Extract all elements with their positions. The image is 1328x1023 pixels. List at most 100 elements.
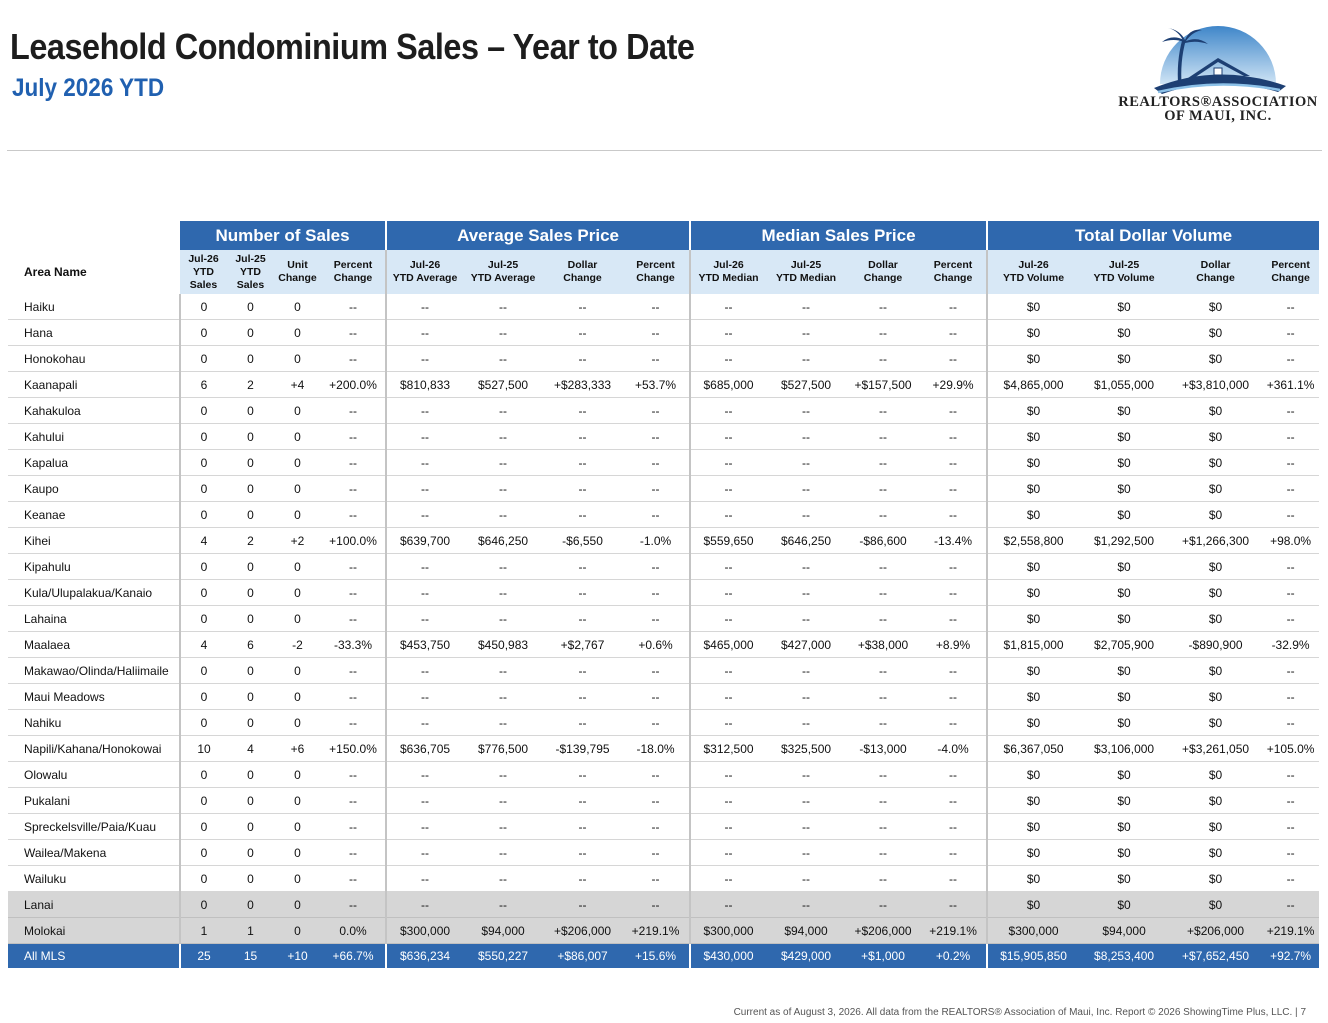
column-header-line: YTD bbox=[240, 265, 261, 278]
table-cell: -- bbox=[321, 553, 388, 580]
table-cell: 0 bbox=[227, 657, 274, 684]
header-divider bbox=[7, 150, 1322, 151]
column-header: Percent Change bbox=[1262, 250, 1320, 294]
table-cell: -- bbox=[920, 839, 989, 866]
table-cell: +$3,810,000 bbox=[1169, 371, 1263, 398]
table-cell: -- bbox=[920, 449, 989, 476]
table-cell: 0 bbox=[274, 319, 321, 346]
area-name-cell: Kaupo bbox=[8, 475, 181, 502]
table-cell: -- bbox=[321, 813, 388, 840]
area-name-cell: Lanai bbox=[8, 891, 181, 918]
table-cell: $8,253,400 bbox=[1079, 943, 1170, 968]
table-cell: -- bbox=[920, 683, 989, 710]
table-cell: $550,227 bbox=[463, 943, 544, 968]
table-cell: 15 bbox=[227, 943, 274, 968]
column-header-line: Dollar bbox=[567, 259, 598, 271]
table-cell: -- bbox=[1262, 319, 1320, 346]
table-cell: -- bbox=[622, 475, 692, 502]
table-cell: $325,500 bbox=[766, 735, 847, 762]
table-cell: 0 bbox=[227, 319, 274, 346]
table-cell: -$6,550 bbox=[543, 527, 623, 554]
table-cell: -- bbox=[690, 345, 767, 372]
table-cell: -- bbox=[622, 891, 692, 918]
group-total-dollar-volume: Total Dollar Volume bbox=[987, 221, 1320, 250]
table-cell: -- bbox=[622, 813, 692, 840]
table-cell: -- bbox=[846, 501, 921, 528]
table-cell: -- bbox=[321, 683, 388, 710]
table-cell: +$86,007 bbox=[543, 943, 623, 968]
table-cell: $0 bbox=[987, 605, 1080, 632]
logo-text-line2: OF MAUI, INC. bbox=[1164, 108, 1272, 124]
table-cell: 0 bbox=[180, 553, 227, 580]
page-title: Leasehold Condominium Sales – Year to Da… bbox=[10, 26, 695, 67]
table-cell: -- bbox=[920, 891, 989, 918]
table-cell: +361.1% bbox=[1262, 371, 1320, 398]
area-name-cell: Olowalu bbox=[8, 761, 181, 788]
table-row: Makawao/Olinda/Haliimaile 0 0 0 -- -- -- -- -- --… bbox=[8, 657, 1320, 684]
table-cell: -- bbox=[321, 294, 388, 320]
table-row: All MLS 25 15 +10 +66.7% $636,234 $550,227 +$86… bbox=[8, 943, 1320, 968]
column-header-line: Unit bbox=[287, 259, 308, 271]
table-cell: -- bbox=[920, 813, 989, 840]
table-cell: -- bbox=[622, 501, 692, 528]
table-cell: -- bbox=[543, 553, 623, 580]
table-cell: 0 bbox=[227, 449, 274, 476]
column-header-line: Change bbox=[278, 272, 317, 284]
table-cell: -- bbox=[690, 891, 767, 918]
table-cell: -- bbox=[690, 501, 767, 528]
table-cell: -- bbox=[622, 761, 692, 788]
table-cell: $0 bbox=[987, 891, 1080, 918]
table-row: Lahaina 0 0 0 -- -- -- -- -- -- -- -- -- $0 $0 $0 -- bbox=[8, 605, 1320, 632]
column-header: Unit Change bbox=[274, 250, 321, 294]
table-row: Kahului 0 0 0 -- -- -- -- -- -- -- -- -- $0 $0 $0 -- bbox=[8, 423, 1320, 450]
table-cell: 0 bbox=[180, 709, 227, 736]
table-cell: -- bbox=[386, 891, 464, 918]
table-cell: $0 bbox=[1169, 709, 1263, 736]
table-cell: 0 bbox=[227, 761, 274, 788]
table-cell: -- bbox=[386, 449, 464, 476]
area-name-cell: Wailuku bbox=[8, 865, 181, 892]
table-cell: $0 bbox=[987, 449, 1080, 476]
column-header: Dollar Change bbox=[846, 250, 921, 294]
table-cell: -- bbox=[622, 423, 692, 450]
table-cell: 0 bbox=[227, 891, 274, 918]
column-header-line: Change bbox=[636, 272, 675, 284]
table-cell: -- bbox=[690, 553, 767, 580]
table-cell: 0 bbox=[180, 345, 227, 372]
table-cell: 0 bbox=[180, 475, 227, 502]
column-header-line: YTD Volume bbox=[1093, 272, 1155, 284]
table-cell: $0 bbox=[1169, 579, 1263, 606]
table-cell: -- bbox=[846, 319, 921, 346]
table-cell: $300,000 bbox=[386, 917, 464, 944]
table-cell: -- bbox=[543, 345, 623, 372]
table-cell: -- bbox=[543, 397, 623, 424]
table-cell: 0 bbox=[227, 787, 274, 814]
table-cell: -- bbox=[766, 345, 847, 372]
table-cell: $0 bbox=[1169, 683, 1263, 710]
table-cell: $559,650 bbox=[690, 527, 767, 554]
table-cell: -- bbox=[543, 579, 623, 606]
table-cell: -- bbox=[1262, 865, 1320, 892]
table-cell: $0 bbox=[1079, 501, 1170, 528]
table-cell: 0.0% bbox=[321, 917, 388, 944]
table-cell: -- bbox=[321, 709, 388, 736]
table-cell: +0.6% bbox=[622, 631, 692, 658]
table-cell: +15.6% bbox=[622, 943, 692, 968]
column-header-line: Change bbox=[333, 272, 373, 284]
table-cell: -- bbox=[386, 709, 464, 736]
area-name-cell: Kapalua bbox=[8, 449, 181, 476]
table-row: Nahiku 0 0 0 -- -- -- -- -- -- -- -- -- $0 $0 $0 -- bbox=[8, 709, 1320, 736]
table-cell: -- bbox=[920, 709, 989, 736]
table-cell: +$38,000 bbox=[846, 631, 921, 658]
table-cell: 0 bbox=[274, 501, 321, 528]
table-cell: -- bbox=[321, 865, 388, 892]
table-cell: 0 bbox=[180, 657, 227, 684]
table-cell: $4,865,000 bbox=[987, 371, 1080, 398]
area-name-cell: Pukalani bbox=[8, 787, 181, 814]
table-cell: $0 bbox=[987, 397, 1080, 424]
table-cell: -- bbox=[920, 605, 989, 632]
table-row: Wailuku 0 0 0 -- -- -- -- -- -- -- -- -- $0 $0 $0 -- bbox=[8, 865, 1320, 892]
group-average-sales-price: Average Sales Price bbox=[386, 221, 692, 250]
table-cell: 0 bbox=[180, 891, 227, 918]
table-cell: -- bbox=[766, 761, 847, 788]
